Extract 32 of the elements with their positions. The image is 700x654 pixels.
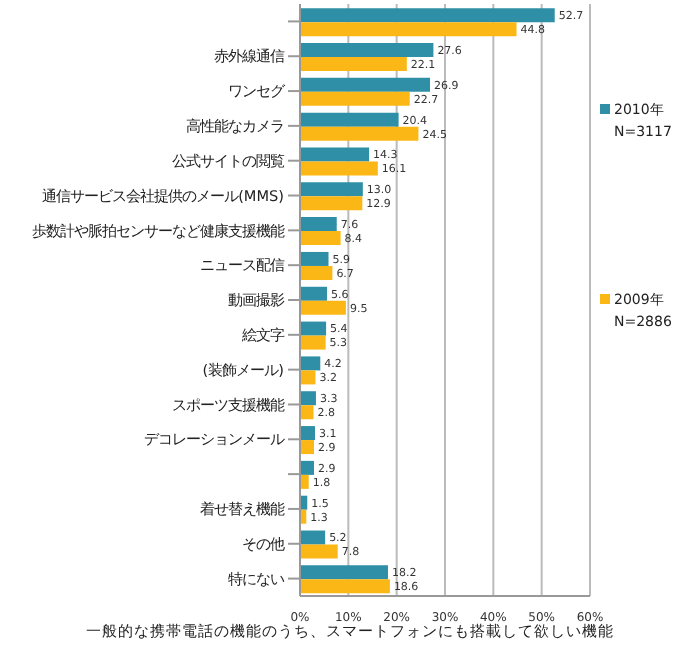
bar [300, 474, 309, 489]
bar [300, 370, 316, 385]
bar [300, 426, 315, 441]
bar [300, 405, 314, 420]
bar [300, 321, 327, 336]
bar [300, 231, 341, 246]
bar [300, 112, 399, 127]
bar [300, 196, 363, 211]
bar [300, 579, 390, 594]
bar [300, 356, 321, 371]
bar [300, 126, 419, 141]
bar [300, 8, 555, 23]
bar [300, 161, 378, 176]
bar [300, 391, 316, 406]
bar [300, 440, 315, 455]
bar [300, 147, 370, 162]
bar [300, 182, 363, 197]
bar [300, 565, 388, 580]
bar [300, 335, 326, 350]
bar [300, 286, 328, 301]
bar [300, 544, 338, 559]
bar [300, 251, 329, 266]
bar [300, 460, 315, 475]
bar [300, 43, 434, 57]
bar [300, 91, 410, 106]
bar [300, 57, 407, 71]
bar [300, 22, 517, 37]
bar [300, 300, 346, 315]
bar [300, 265, 333, 280]
bar [300, 217, 337, 232]
bar [300, 530, 326, 545]
bar [300, 77, 431, 92]
